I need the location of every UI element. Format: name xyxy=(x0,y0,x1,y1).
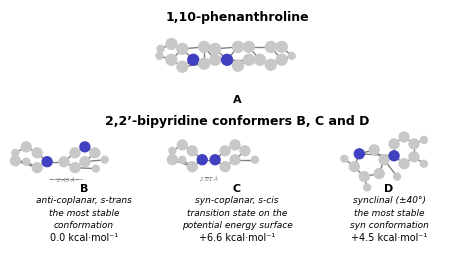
Circle shape xyxy=(188,54,199,65)
Text: C: C xyxy=(233,185,241,194)
Circle shape xyxy=(276,41,287,52)
Circle shape xyxy=(233,60,244,71)
Text: transition state on the
potential energy surface: transition state on the potential energy… xyxy=(182,209,292,230)
Text: 1,10-phenanthroline: 1,10-phenanthroline xyxy=(165,11,309,24)
Circle shape xyxy=(244,54,255,65)
Text: A: A xyxy=(233,95,241,105)
Text: the most stable
syn conformation: the most stable syn conformation xyxy=(350,209,428,230)
Circle shape xyxy=(179,156,186,163)
Circle shape xyxy=(265,41,276,52)
Circle shape xyxy=(255,54,265,65)
Circle shape xyxy=(10,156,20,166)
Circle shape xyxy=(221,54,233,65)
Circle shape xyxy=(90,148,100,158)
Circle shape xyxy=(288,52,295,59)
Circle shape xyxy=(166,38,177,49)
Circle shape xyxy=(389,151,399,161)
Circle shape xyxy=(157,45,164,52)
Circle shape xyxy=(399,132,409,142)
Circle shape xyxy=(359,172,369,182)
Text: 0.0 kcal·mol⁻¹: 0.0 kcal·mol⁻¹ xyxy=(50,233,118,243)
Circle shape xyxy=(12,149,19,156)
Circle shape xyxy=(169,147,176,154)
Text: syn-coplanar, s-cis: syn-coplanar, s-cis xyxy=(195,196,279,205)
Circle shape xyxy=(369,145,379,155)
Circle shape xyxy=(92,165,100,172)
Circle shape xyxy=(167,155,177,165)
Text: +6.6 kcal·mol⁻¹: +6.6 kcal·mol⁻¹ xyxy=(199,233,275,243)
Circle shape xyxy=(354,149,364,159)
Text: B: B xyxy=(80,185,88,194)
Text: synclinal (±40°): synclinal (±40°) xyxy=(353,196,426,205)
Circle shape xyxy=(80,142,90,152)
Circle shape xyxy=(379,155,389,165)
Circle shape xyxy=(251,156,258,163)
Circle shape xyxy=(23,158,30,165)
Circle shape xyxy=(177,44,188,54)
Circle shape xyxy=(349,162,359,172)
Circle shape xyxy=(276,54,287,65)
Circle shape xyxy=(32,163,42,173)
Circle shape xyxy=(59,157,69,167)
Circle shape xyxy=(409,139,419,149)
Circle shape xyxy=(197,155,207,165)
Circle shape xyxy=(240,146,250,156)
Circle shape xyxy=(187,146,197,156)
Text: D: D xyxy=(384,185,394,194)
Text: 2,2’-bipyridine conformers B, C and D: 2,2’-bipyridine conformers B, C and D xyxy=(105,115,369,128)
Circle shape xyxy=(244,41,255,52)
Circle shape xyxy=(199,41,210,52)
Circle shape xyxy=(389,139,399,149)
Circle shape xyxy=(265,59,276,70)
Circle shape xyxy=(187,162,197,172)
Circle shape xyxy=(177,61,188,72)
Circle shape xyxy=(230,155,240,165)
Circle shape xyxy=(32,148,42,158)
Circle shape xyxy=(420,160,428,167)
Text: the most stable
conformation: the most stable conformation xyxy=(49,209,119,230)
Circle shape xyxy=(393,173,401,180)
Text: +4.5 kcal·mol⁻¹: +4.5 kcal·mol⁻¹ xyxy=(351,233,427,243)
Circle shape xyxy=(210,54,220,65)
Circle shape xyxy=(210,44,220,54)
Circle shape xyxy=(177,140,187,150)
Circle shape xyxy=(399,159,409,169)
Circle shape xyxy=(199,58,210,69)
Circle shape xyxy=(220,146,230,156)
Text: 2.01 Å: 2.01 Å xyxy=(200,176,218,182)
Circle shape xyxy=(21,142,31,152)
Circle shape xyxy=(341,155,348,162)
Circle shape xyxy=(220,162,230,172)
Circle shape xyxy=(374,169,384,179)
Text: 2.45 Å: 2.45 Å xyxy=(57,179,75,183)
Circle shape xyxy=(166,54,177,65)
Circle shape xyxy=(70,148,80,158)
Circle shape xyxy=(230,140,240,150)
Circle shape xyxy=(80,157,90,167)
Circle shape xyxy=(101,156,108,163)
Circle shape xyxy=(210,155,220,165)
Circle shape xyxy=(156,52,163,59)
Circle shape xyxy=(409,152,419,162)
Circle shape xyxy=(364,184,371,191)
Circle shape xyxy=(233,41,244,52)
Text: anti-coplanar, s-trans: anti-coplanar, s-trans xyxy=(36,196,132,205)
Circle shape xyxy=(420,136,428,143)
Circle shape xyxy=(42,157,52,167)
Circle shape xyxy=(70,163,80,173)
